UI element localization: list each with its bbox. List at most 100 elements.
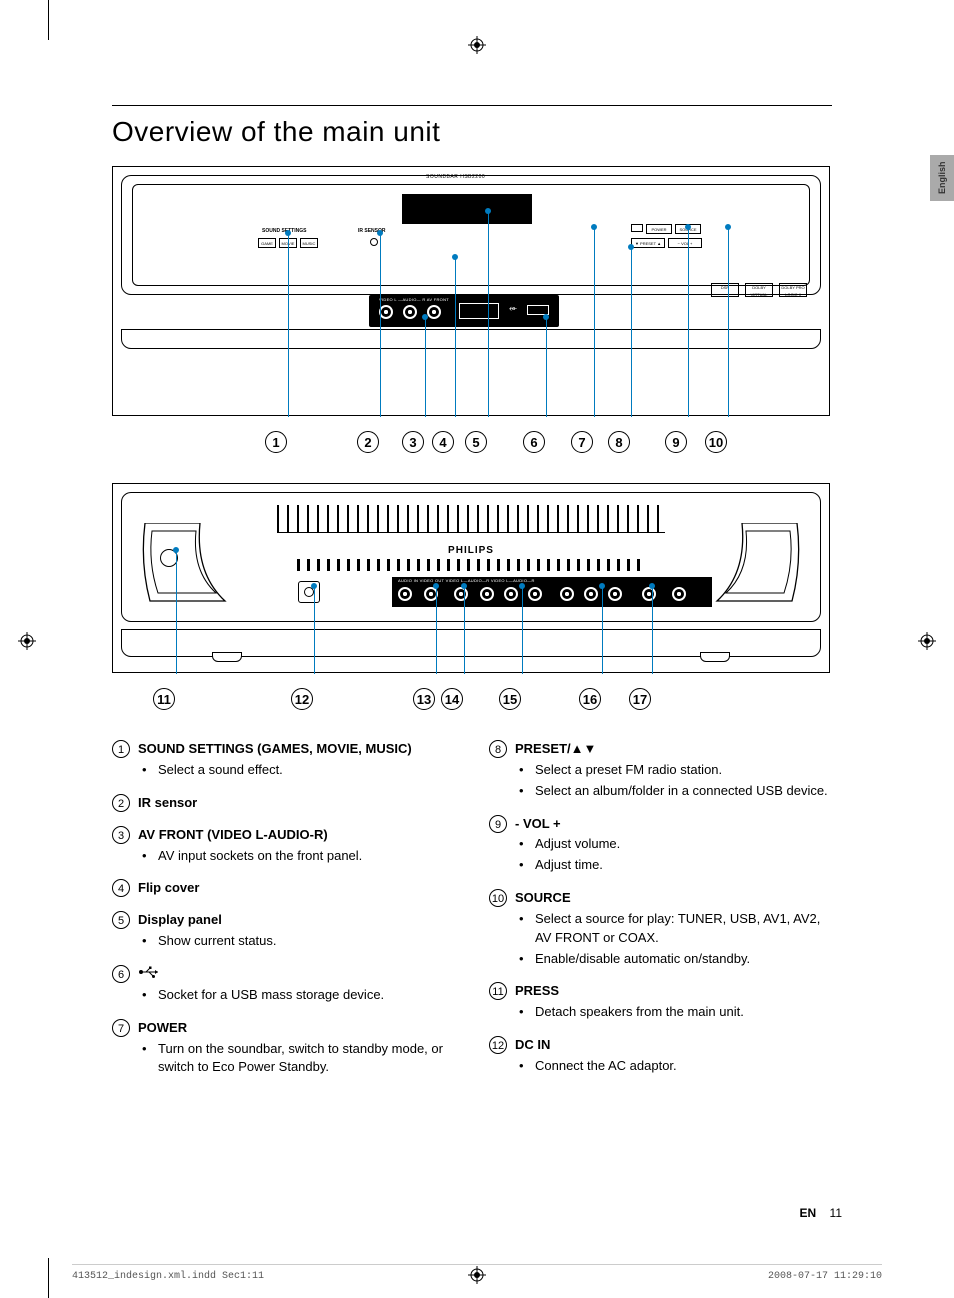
leader-line <box>464 586 465 674</box>
item-title: IR sensor <box>138 794 455 813</box>
bullet: Detach speakers from the main unit. <box>535 1003 832 1022</box>
item-number: 5 <box>112 911 130 929</box>
callout-13: 13 <box>413 688 435 710</box>
leader-dot <box>311 583 317 589</box>
item-title: DC IN <box>515 1036 832 1055</box>
callout-11: 11 <box>153 688 175 710</box>
page-title: Overview of the main unit <box>112 116 832 148</box>
item-number: 10 <box>489 889 507 907</box>
callout-12: 12 <box>291 688 313 710</box>
item-7: 7POWERTurn on the soundbar, switch to st… <box>112 1019 455 1080</box>
item-2: 2IR sensor <box>112 794 455 814</box>
callout-16: 16 <box>579 688 601 710</box>
registration-mark-icon <box>18 632 36 650</box>
leader-line <box>602 586 603 674</box>
callout-7: 7 <box>571 431 593 453</box>
crop-mark <box>48 1258 49 1298</box>
leader-line <box>652 586 653 674</box>
item-bullets: Select a source for play: TUNER, USB, AV… <box>515 910 832 969</box>
callout-17: 17 <box>629 688 651 710</box>
foot-graphic <box>700 652 730 662</box>
item-number: 6 <box>112 965 130 983</box>
callout-10: 10 <box>705 431 727 453</box>
bullet: Select a preset FM radio station. <box>535 761 832 780</box>
item-bullets: Turn on the soundbar, switch to standby … <box>138 1040 455 1078</box>
jack-icon <box>379 305 393 319</box>
item-12: 12DC INConnect the AC adaptor. <box>489 1036 832 1078</box>
item-title: PRESET/▲▼ <box>515 740 832 759</box>
flip-cover-graphic <box>459 303 499 319</box>
soundbar-front-outline: SOUNDBAR HSB2200 SOUND SETTINGS GAME MOV… <box>121 175 821 295</box>
jack-icon <box>398 587 412 601</box>
jack-icon <box>403 305 417 319</box>
back-diagram: PHILIPS AUDIO IN VIDEO OUT VIDEO L—AUDIO… <box>112 483 830 673</box>
callout-2: 2 <box>357 431 379 453</box>
leader-line <box>380 233 381 417</box>
bullet: Turn on the soundbar, switch to standby … <box>158 1040 455 1078</box>
page-footer: EN 11 <box>800 1206 842 1220</box>
jack-icon <box>642 587 656 601</box>
item-number: 12 <box>489 1036 507 1054</box>
language-tab: English <box>930 155 954 201</box>
print-slug: 413512_indesign.xml.indd Sec1:11 2008-07… <box>72 1264 882 1282</box>
jack-icon <box>454 587 468 601</box>
preset-buttons-graphic: ▼ PRESET ▲ <box>631 238 665 248</box>
leader-line <box>631 247 632 417</box>
crop-mark <box>48 0 49 40</box>
item-bullets: Socket for a USB mass storage device. <box>138 986 455 1005</box>
leader-line <box>728 227 729 417</box>
brand-label: PHILIPS <box>448 545 494 556</box>
standby-led-graphic <box>631 224 643 232</box>
display-label: SOUNDBAR HSB2200 <box>426 174 485 180</box>
jack-icon <box>672 587 686 601</box>
callout-4: 4 <box>432 431 454 453</box>
game-button-graphic: GAME <box>258 238 276 248</box>
manual-page: English Overview of the main unit SOUNDB… <box>0 0 954 1298</box>
soundbar-back-outline: PHILIPS AUDIO IN VIDEO OUT VIDEO L—AUDIO… <box>121 492 821 622</box>
jack-icon <box>584 587 598 601</box>
leader-dot <box>591 224 597 230</box>
item-number: 11 <box>489 982 507 1000</box>
leader-dot <box>461 583 467 589</box>
item-title: SOUND SETTINGS (GAMES, MOVIE, MUSIC) <box>138 740 455 759</box>
item-number: 1 <box>112 740 130 758</box>
front-diagram: SOUNDBAR HSB2200 SOUND SETTINGS GAME MOV… <box>112 166 830 416</box>
leader-line <box>488 211 489 417</box>
display-panel-graphic <box>402 194 532 224</box>
top-grille <box>277 505 665 533</box>
callout-3: 3 <box>402 431 424 453</box>
print-date: 2008-07-17 11:29:10 <box>768 1271 882 1282</box>
print-file: 413512_indesign.xml.indd Sec1:11 <box>72 1271 264 1282</box>
item-bullets: Show current status. <box>138 932 455 951</box>
leader-line <box>594 227 595 417</box>
leader-line <box>425 317 426 417</box>
item-4: 4Flip cover <box>112 879 455 899</box>
left-column: 1 SOUND SETTINGS (GAMES, MOVIE, MUSIC) Sel… <box>112 740 455 1091</box>
leader-line <box>455 257 456 417</box>
leader-dot <box>422 314 428 320</box>
item-title: SOURCE <box>515 889 832 908</box>
item-bullets: Select a sound effect. <box>138 761 455 780</box>
bullet: AV input sockets on the front panel. <box>158 847 455 866</box>
dolby-prologic-logo: DOLBY PRO LOGIC II <box>779 283 807 297</box>
item-title: AV FRONT (VIDEO L-AUDIO-R) <box>138 826 455 845</box>
item-title: Display panel <box>138 911 455 930</box>
item-bullets: Select a preset FM radio station.Select … <box>515 761 832 801</box>
footer-lang: EN <box>800 1206 817 1220</box>
bullet: Adjust time. <box>535 856 832 875</box>
registration-mark-icon <box>468 36 486 54</box>
item-11: 11PRESSDetach speakers from the main uni… <box>489 982 832 1024</box>
callout-14: 14 <box>441 688 463 710</box>
bullet: Show current status. <box>158 932 455 951</box>
bullet: Select a source for play: TUNER, USB, AV… <box>535 910 832 948</box>
bullet: Adjust volume. <box>535 835 832 854</box>
jack-icon <box>504 587 518 601</box>
item-bullets: Adjust volume. Adjust time. <box>515 835 832 875</box>
dsp-logo: DSP <box>711 283 739 297</box>
leader-line <box>546 317 547 417</box>
leader-dot <box>649 583 655 589</box>
bullet: Enable/disable automatic on/standby. <box>535 950 832 969</box>
ir-sensor-graphic <box>370 238 378 246</box>
item-number: 3 <box>112 826 130 844</box>
leader-dot <box>285 230 291 236</box>
